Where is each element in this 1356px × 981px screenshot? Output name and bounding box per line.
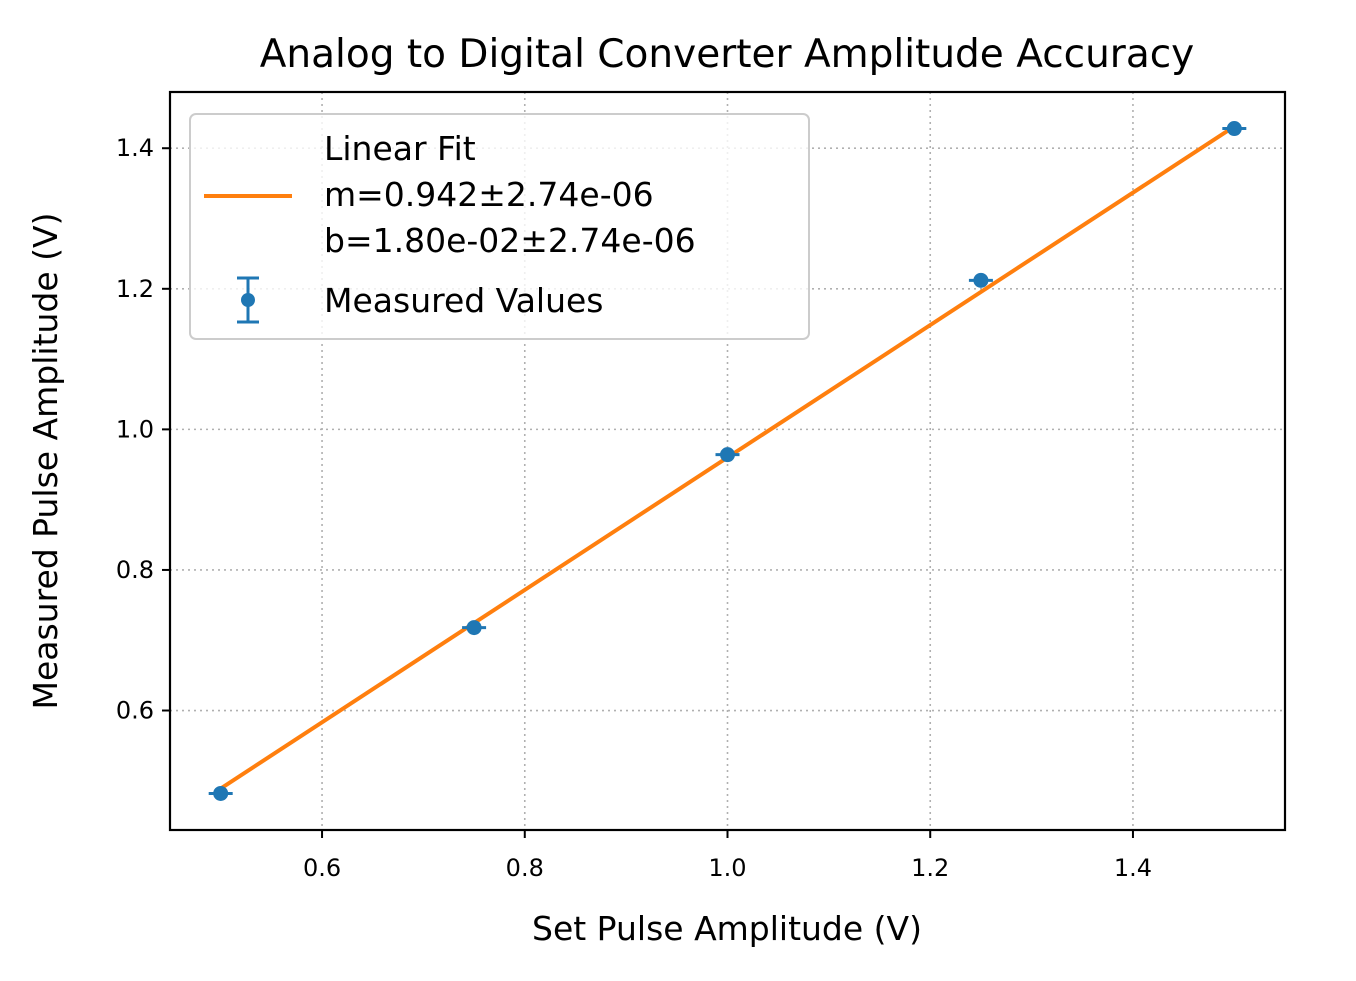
- x-tick-label: 0.6: [303, 854, 341, 882]
- legend-data-swatch: [237, 276, 259, 324]
- legend-fit-label: Linear Fit: [324, 129, 476, 168]
- x-tick-label: 1.0: [708, 854, 746, 882]
- data-point: [213, 785, 229, 801]
- data-point: [1226, 121, 1242, 137]
- y-tick-label: 1.2: [116, 275, 154, 303]
- y-axis-label: Measured Pulse Amplitude (V): [26, 213, 65, 710]
- x-tick-label: 1.4: [1114, 854, 1152, 882]
- y-tick-label: 1.4: [116, 134, 154, 162]
- y-tick-label: 0.8: [116, 556, 154, 584]
- legend-fit-intercept: b=1.80e-02±2.74e-06: [324, 221, 696, 260]
- y-axis-ticks: 0.6 0.8 1.0 1.2 1.4: [116, 134, 170, 725]
- legend: Linear Fit m=0.942±2.74e-06 b=1.80e-02±2…: [189, 113, 810, 340]
- legend-box: [189, 113, 810, 340]
- x-axis-label: Set Pulse Amplitude (V): [532, 909, 922, 948]
- legend-fit-slope: m=0.942±2.74e-06: [324, 175, 654, 214]
- x-tick-label: 1.2: [911, 854, 949, 882]
- y-tick-label: 1.0: [116, 415, 154, 443]
- chart-title: Analog to Digital Converter Amplitude Ac…: [260, 32, 1195, 77]
- data-point: [466, 620, 482, 636]
- x-tick-label: 0.8: [506, 854, 544, 882]
- y-tick-label: 0.6: [116, 697, 154, 725]
- data-point: [720, 447, 735, 463]
- data-point: [973, 272, 989, 288]
- data-points-layer: [208, 121, 1247, 801]
- legend-data-label: Measured Values: [324, 281, 604, 320]
- x-axis-ticks: 0.6 0.8 1.0 1.2 1.4: [303, 830, 1152, 882]
